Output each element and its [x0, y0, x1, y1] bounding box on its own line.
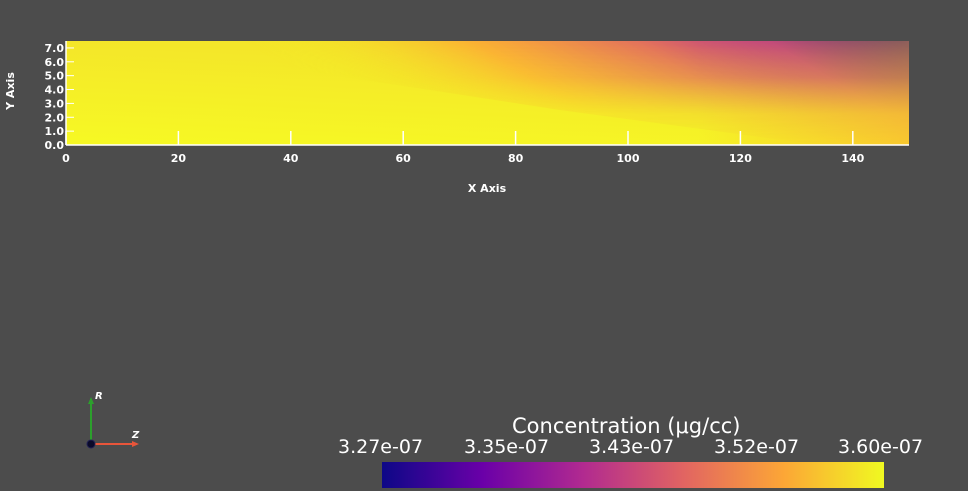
x-tick-label: 80 — [508, 152, 524, 165]
concentration-field[interactable] — [66, 41, 909, 145]
x-tick-label: 100 — [617, 152, 640, 165]
colorbar-labels: 3.27e-07 3.35e-07 3.43e-07 3.52e-07 3.60… — [338, 436, 938, 462]
colorbar-label: 3.60e-07 — [838, 436, 924, 458]
y-tick-label: 7.0 — [45, 42, 65, 55]
r-axis-arrow-icon — [88, 397, 94, 404]
y-axis-title: Y Axis — [4, 72, 17, 111]
y-tick-label: 1.0 — [45, 125, 65, 138]
y-tick-label: 4.0 — [45, 84, 65, 97]
z-axis-label: Z — [132, 430, 140, 441]
x-tick-label: 20 — [171, 152, 187, 165]
x-axis-title: X Axis — [468, 182, 507, 195]
x-axis-ticks: 0 20 40 60 80 100 120 140 — [62, 131, 865, 165]
colorbar[interactable] — [382, 462, 884, 488]
y-tick-label: 2.0 — [45, 111, 65, 124]
colorbar-label: 3.35e-07 — [464, 436, 550, 458]
x-tick-label: 40 — [283, 152, 299, 165]
x-tick-label: 0 — [62, 152, 70, 165]
colorbar-label: 3.27e-07 — [338, 436, 424, 458]
z-axis-arrow-icon — [132, 441, 139, 447]
x-tick-label: 60 — [396, 152, 412, 165]
y-tick-label: 0.0 — [45, 139, 65, 152]
y-tick-label: 6.0 — [45, 56, 65, 69]
orientation-axes-widget[interactable] — [86, 397, 139, 449]
y-tick-label: 5.0 — [45, 70, 65, 83]
y-axis-ticks: 0.01.02.03.04.05.06.07.0 — [45, 42, 74, 152]
colorbar-label: 3.52e-07 — [714, 436, 800, 458]
colorbar-gradient — [382, 462, 884, 488]
origin-dot-icon — [86, 439, 96, 449]
y-tick-label: 3.0 — [45, 97, 65, 110]
r-axis-label: R — [95, 391, 103, 402]
colorbar-title: Concentration (μg/cc) — [512, 414, 741, 438]
colorbar-label: 3.43e-07 — [589, 436, 675, 458]
x-tick-label: 120 — [729, 152, 752, 165]
x-tick-label: 140 — [841, 152, 864, 165]
